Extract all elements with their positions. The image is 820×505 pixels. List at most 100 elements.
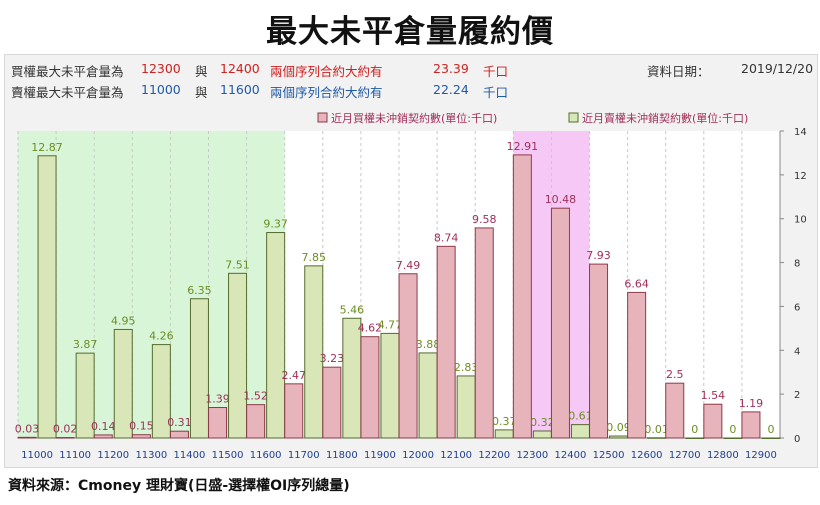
put-value-label: 3.87: [73, 338, 98, 351]
call-total-value: 23.39: [433, 61, 469, 76]
call-bar: [474, 227, 494, 439]
put-bar: [75, 352, 95, 439]
put-bar: [380, 332, 400, 439]
y-tick-label: 8: [794, 259, 800, 270]
x-tick-label: 11600: [250, 450, 282, 461]
date-label: 資料日期：: [647, 64, 710, 79]
put-bar: [456, 375, 476, 439]
put-value-label: 3.88: [416, 338, 441, 351]
x-tick-label: 12400: [555, 450, 587, 461]
put-bar: [151, 344, 171, 439]
put-bar: [723, 437, 743, 439]
call-value-label: 3.23: [320, 352, 345, 365]
put-bar: [266, 232, 286, 439]
put-bar: [761, 437, 781, 439]
put-bar: [685, 437, 705, 439]
put-value-label: 9.37: [263, 218, 288, 231]
x-tick-label: 12200: [478, 450, 510, 461]
put-value-label: 7.85: [302, 251, 327, 264]
call-bar: [322, 366, 342, 439]
call-value-label: 2.47: [282, 369, 307, 382]
call-value-label: 7.49: [396, 259, 421, 272]
call-value-label: 8.74: [434, 231, 459, 244]
call-value-label: 2.5: [666, 368, 684, 381]
call-value-label: 0.14: [91, 420, 116, 433]
put-approx-text: 兩個序列合約大約有: [270, 85, 383, 100]
put-bar: [570, 424, 590, 439]
put-value-label: 0: [729, 423, 736, 436]
call-value-label: 6.64: [624, 277, 649, 290]
put-bar: [189, 298, 209, 439]
call-value-label: 10.48: [545, 193, 577, 206]
put-value-label: 6.35: [187, 284, 212, 297]
call-value-label: 9.58: [472, 213, 497, 226]
put-and-label: 與: [195, 85, 208, 100]
legend-put-swatch: [568, 112, 579, 123]
call-value-label: 0.31: [167, 416, 192, 429]
x-tick-label: 12300: [516, 450, 548, 461]
call-and-label: 與: [195, 64, 208, 79]
y-tick-label: 14: [794, 127, 807, 138]
put-value-label: 0: [767, 423, 774, 436]
put-value-label: 7.51: [225, 258, 250, 271]
put-bar: [609, 435, 629, 439]
call-max-oi-label: 買權最大未平倉量為: [11, 64, 124, 79]
put-bar: [647, 437, 667, 439]
call-bar: [360, 336, 380, 439]
put-total-value: 22.24: [433, 82, 469, 97]
put-value-label: 0.37: [492, 415, 517, 428]
call-value-label: 1.19: [739, 397, 764, 410]
put-strike-2: 11600: [220, 82, 260, 97]
call-bar: [208, 407, 228, 439]
call-bar: [246, 404, 266, 439]
put-value-label: 0: [691, 423, 698, 436]
call-value-label: 1.54: [701, 389, 726, 402]
x-tick-label: 11500: [212, 450, 244, 461]
x-tick-label: 12500: [593, 450, 625, 461]
legend-call-label: 近月買權未沖銷契約數(單位:千口): [331, 111, 497, 125]
call-bar: [398, 273, 418, 439]
put-bar: [304, 265, 324, 439]
call-bar: [589, 263, 609, 439]
call-bar: [436, 245, 456, 439]
x-tick-label: 12700: [669, 450, 701, 461]
x-tick-label: 11000: [21, 450, 53, 461]
put-value-label: 0.61: [568, 410, 593, 423]
x-tick-label: 12900: [745, 450, 777, 461]
put-bar: [494, 429, 514, 439]
call-value-label: 0.02: [53, 423, 78, 436]
x-tick-label: 12600: [631, 450, 663, 461]
put-bar: [37, 155, 57, 439]
call-bar: [512, 154, 532, 439]
call-value-label: 0.15: [129, 420, 154, 433]
x-tick-label: 11100: [59, 450, 91, 461]
call-value-label: 1.39: [205, 393, 230, 406]
put-bar: [532, 430, 552, 439]
call-value-label: 0.03: [15, 422, 40, 435]
call-value-label: 7.93: [586, 249, 611, 262]
x-tick-label: 12100: [440, 450, 472, 461]
call-value-label: 4.62: [358, 322, 383, 335]
legend-put-label: 近月賣權未沖銷契約數(單位:千口): [582, 111, 748, 125]
y-tick-label: 10: [794, 215, 807, 226]
call-bar: [703, 403, 723, 439]
call-bar: [550, 207, 570, 439]
source-note: 資料來源：Cmoney 理財寶(日盛-選擇權OI序列總量): [8, 478, 350, 494]
call-bar: [627, 291, 647, 439]
x-tick-label: 12800: [707, 450, 739, 461]
put-value-label: 4.77: [378, 318, 403, 331]
call-bar: [93, 434, 113, 439]
call-bar: [131, 434, 151, 439]
put-unit: 千口: [483, 85, 509, 100]
call-bar: [665, 382, 685, 439]
data-date: 2019/12/20: [741, 61, 814, 76]
put-value-label: 0.09: [606, 421, 631, 434]
x-tick-label: 11300: [135, 450, 167, 461]
call-approx-text: 兩個序列合約大約有: [270, 64, 383, 79]
call-bar: [17, 436, 37, 439]
put-value-label: 12.87: [31, 141, 63, 154]
call-value-label: 12.91: [507, 140, 539, 153]
y-tick-label: 6: [794, 302, 800, 313]
y-tick-label: 12: [794, 171, 807, 182]
